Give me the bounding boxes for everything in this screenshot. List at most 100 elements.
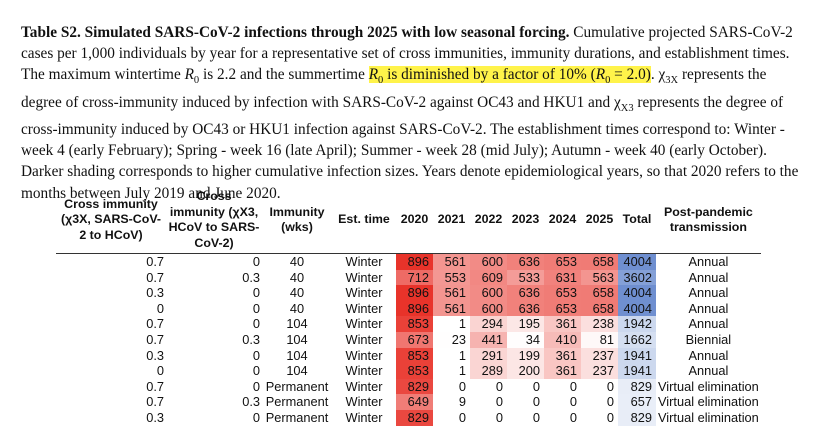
cell-post-pandemic: Biennial xyxy=(685,331,732,347)
cell-post-pandemic: Annual xyxy=(688,269,729,285)
cell-year-2024: 361 xyxy=(544,316,581,332)
cell-cross-3x: 0.3 xyxy=(146,285,164,301)
cell-year-2020: 649 xyxy=(396,394,433,410)
cell-post-pandemic: Virtual elimination xyxy=(658,409,759,425)
cell-total: 1942 xyxy=(618,316,656,332)
cell-year-2022: 0 xyxy=(470,378,507,395)
cell-immunity: 104 xyxy=(286,347,308,363)
cell-year-2021: 561 xyxy=(433,300,470,317)
cell-cross-x3: 0 xyxy=(252,378,260,394)
cell-cross-3x: 0.7 xyxy=(146,269,164,285)
cell-year-2025: 0 xyxy=(581,394,618,410)
cell-year-2021: 561 xyxy=(433,253,470,270)
hl-r0-symbol-2: R xyxy=(595,66,606,84)
cell-post-pandemic: Annual xyxy=(688,347,729,363)
table-row: 0.7 0.3 104 Winter 673 23 441 34 410 81 1662 Bienni… xyxy=(56,331,761,348)
cell-year-2024: 361 xyxy=(544,363,581,379)
cell-year-2021: 1 xyxy=(433,347,470,364)
cell-total: 4004 xyxy=(618,285,656,301)
cell-year-2023: 0 xyxy=(507,409,544,426)
cell-year-2020: 829 xyxy=(396,409,433,426)
cell-post-pandemic: Annual xyxy=(688,363,729,379)
cell-est-time: Winter xyxy=(345,363,383,379)
cell-year-2022: 0 xyxy=(470,409,507,426)
cell-year-2024: 653 xyxy=(544,285,581,301)
cell-post-pandemic: Annual xyxy=(688,316,729,332)
cell-cross-3x: 0.7 xyxy=(146,394,164,410)
cell-cross-x3: 0 xyxy=(252,285,260,301)
r0-subscript: 0 xyxy=(193,75,200,87)
cell-cross-x3: 0.3 xyxy=(242,394,260,410)
header-2021: 2021 xyxy=(433,187,470,254)
cell-year-2024: 0 xyxy=(544,409,581,426)
results-table-wrapper: Cross immunity (χ3X, SARS-CoV-2 to HCoV)… xyxy=(56,187,761,426)
header-est-time: Est. time xyxy=(332,187,396,254)
cell-total: 4004 xyxy=(618,300,656,317)
cell-est-time: Winter xyxy=(345,331,383,347)
cell-est-time: Winter xyxy=(345,285,383,301)
cell-immunity: Permanent xyxy=(265,394,329,410)
cell-year-2023: 199 xyxy=(507,347,544,364)
cell-est-time: Winter xyxy=(345,394,383,410)
cell-year-2023: 0 xyxy=(507,394,544,410)
cell-year-2025: 237 xyxy=(581,363,618,379)
cell-year-2020: 829 xyxy=(396,378,433,395)
cell-immunity: 104 xyxy=(286,363,308,379)
cell-year-2021: 0 xyxy=(433,409,470,426)
cell-year-2022: 600 xyxy=(470,285,507,301)
cell-year-2022: 0 xyxy=(470,394,507,410)
cell-year-2022: 600 xyxy=(470,253,507,270)
cell-est-time: Winter xyxy=(345,300,383,316)
cell-year-2025: 563 xyxy=(581,269,618,286)
cell-year-2025: 238 xyxy=(581,316,618,332)
cell-immunity: Permanent xyxy=(265,378,329,394)
cell-year-2025: 0 xyxy=(581,378,618,395)
cell-year-2024: 653 xyxy=(544,253,581,270)
cell-cross-3x: 0.7 xyxy=(146,254,164,269)
cell-total: 1662 xyxy=(618,331,656,348)
cell-year-2021: 561 xyxy=(433,285,470,301)
cell-post-pandemic: Annual xyxy=(688,300,729,316)
cell-cross-3x: 0.3 xyxy=(146,347,164,363)
cell-total: 829 xyxy=(618,378,656,395)
table-row: 0.7 0.3 Permanent Winter 649 9 0 0 0 0 657 Virtual … xyxy=(56,394,761,410)
cell-cross-3x: 0.7 xyxy=(146,378,164,394)
cell-cross-3x: 0.7 xyxy=(146,316,164,332)
highlighted-text: R0 is diminished by a factor of 10% (R0 … xyxy=(368,66,651,87)
cell-year-2020: 853 xyxy=(396,347,433,364)
cell-year-2023: 533 xyxy=(507,269,544,286)
cell-year-2023: 636 xyxy=(507,285,544,301)
cell-cross-3x: 0 xyxy=(156,300,164,316)
cell-cross-3x: 0.3 xyxy=(146,409,164,425)
caption-text-2: is 2.2 and the summertime xyxy=(199,66,369,84)
cell-year-2023: 636 xyxy=(507,300,544,317)
cell-year-2024: 0 xyxy=(544,394,581,410)
cell-year-2024: 653 xyxy=(544,300,581,317)
cell-cross-3x: 0.7 xyxy=(146,331,164,347)
cell-year-2022: 441 xyxy=(470,331,507,348)
header-post-pandemic: Post-pandemic transmission xyxy=(656,187,761,254)
table-row: 0.7 0.3 40 Winter 712 553 609 533 631 563 3602 Annu… xyxy=(56,269,761,286)
r0-symbol: R xyxy=(184,66,194,84)
cell-year-2021: 1 xyxy=(433,363,470,379)
hl-r0-subscript: 0 xyxy=(378,75,384,87)
cell-year-2024: 361 xyxy=(544,347,581,364)
cell-year-2021: 0 xyxy=(433,378,470,395)
cell-post-pandemic: Annual xyxy=(688,254,729,269)
table-row: 0 0 104 Winter 853 1 289 200 361 237 1941 Annual xyxy=(56,363,761,379)
cell-est-time: Winter xyxy=(345,269,383,285)
cell-year-2020: 896 xyxy=(396,253,433,270)
cell-total: 1941 xyxy=(618,363,656,379)
cell-immunity: 40 xyxy=(289,254,305,269)
header-total: Total xyxy=(618,187,656,254)
cell-est-time: Winter xyxy=(345,378,383,394)
cell-year-2021: 23 xyxy=(433,331,470,348)
chi-3x-subscript: 3X xyxy=(665,75,679,87)
cell-year-2022: 609 xyxy=(470,269,507,286)
cell-cross-x3: 0 xyxy=(252,363,260,379)
cell-year-2020: 853 xyxy=(396,316,433,332)
caption-text-4: represents the degree of cross-immunity … xyxy=(21,66,767,111)
cell-year-2025: 658 xyxy=(581,285,618,301)
cell-immunity: 104 xyxy=(286,316,308,332)
table-row: 0.3 0 104 Winter 853 1 291 199 361 237 1941 Annual xyxy=(56,347,761,364)
